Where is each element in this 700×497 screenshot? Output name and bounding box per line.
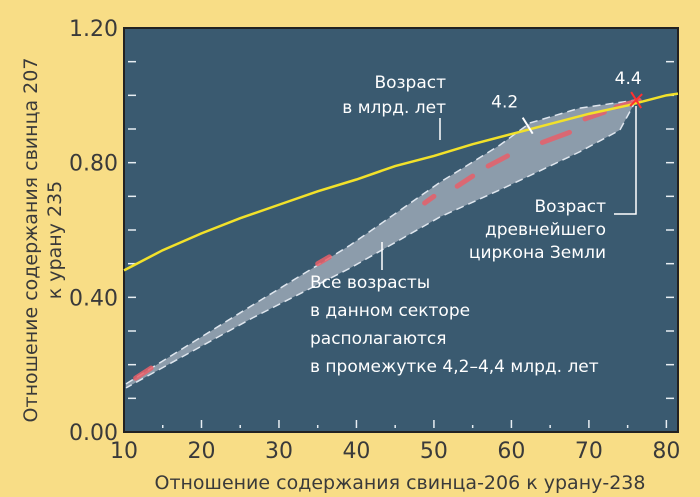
measurement-point — [582, 109, 607, 122]
measurement-point — [422, 193, 437, 206]
annotation-age-label: Возраст — [374, 73, 446, 93]
annotation-age-label: в млрд. лет — [342, 98, 446, 118]
y-tick-label: 0.40 — [69, 286, 118, 311]
age-marker-label: 4.4 — [615, 69, 642, 89]
annotation-age-sector: в промежутке 4,2–4,4 млрд. лет — [310, 357, 599, 377]
y-axis-label-line-1: Отношение содержания свинца 207 — [20, 58, 42, 423]
annotation-oldest-zircon: Возраст — [534, 197, 606, 217]
x-tick-label: 50 — [420, 439, 448, 464]
measurement-point — [539, 129, 573, 145]
y-tick-label: 0.80 — [69, 152, 118, 177]
annotation-age-sector: Все возрасты — [310, 273, 430, 293]
x-tick-label: 10 — [110, 439, 138, 464]
annotation-age-sector: в данном секторе — [310, 301, 470, 321]
measurement-point — [454, 173, 476, 189]
x-tick-label: 70 — [575, 439, 603, 464]
age-marker-cross — [629, 93, 643, 107]
annotation-age-sector: располагаются — [310, 329, 447, 349]
annotation-oldest-zircon: циркона Земли — [469, 243, 606, 263]
x-tick-label: 80 — [652, 439, 680, 464]
measurement-point — [315, 254, 332, 267]
x-tick-label: 60 — [497, 439, 525, 464]
x-tick-label: 40 — [342, 439, 370, 464]
concordia-curve — [123, 92, 679, 272]
measurement-point — [485, 153, 511, 169]
y-tick-label: 0.00 — [69, 421, 118, 446]
age-marker-tick — [521, 117, 534, 135]
x-axis-label: Отношение содержания свинца-206 к урану-… — [154, 472, 645, 494]
y-axis-label-line-2: к урану 235 — [44, 181, 66, 299]
y-tick-label: 1.20 — [69, 17, 118, 42]
age-sector-band — [126, 100, 637, 388]
age-marker-label: 4.2 — [491, 93, 518, 113]
measurement-point — [133, 365, 154, 381]
band-lower-edge — [125, 99, 637, 389]
x-tick-label: 30 — [265, 439, 293, 464]
x-tick-label: 20 — [187, 439, 215, 464]
annotation-oldest-zircon: древнейшего — [485, 220, 606, 240]
band-upper-edge — [125, 99, 637, 385]
annotation-leader-line — [614, 106, 637, 215]
